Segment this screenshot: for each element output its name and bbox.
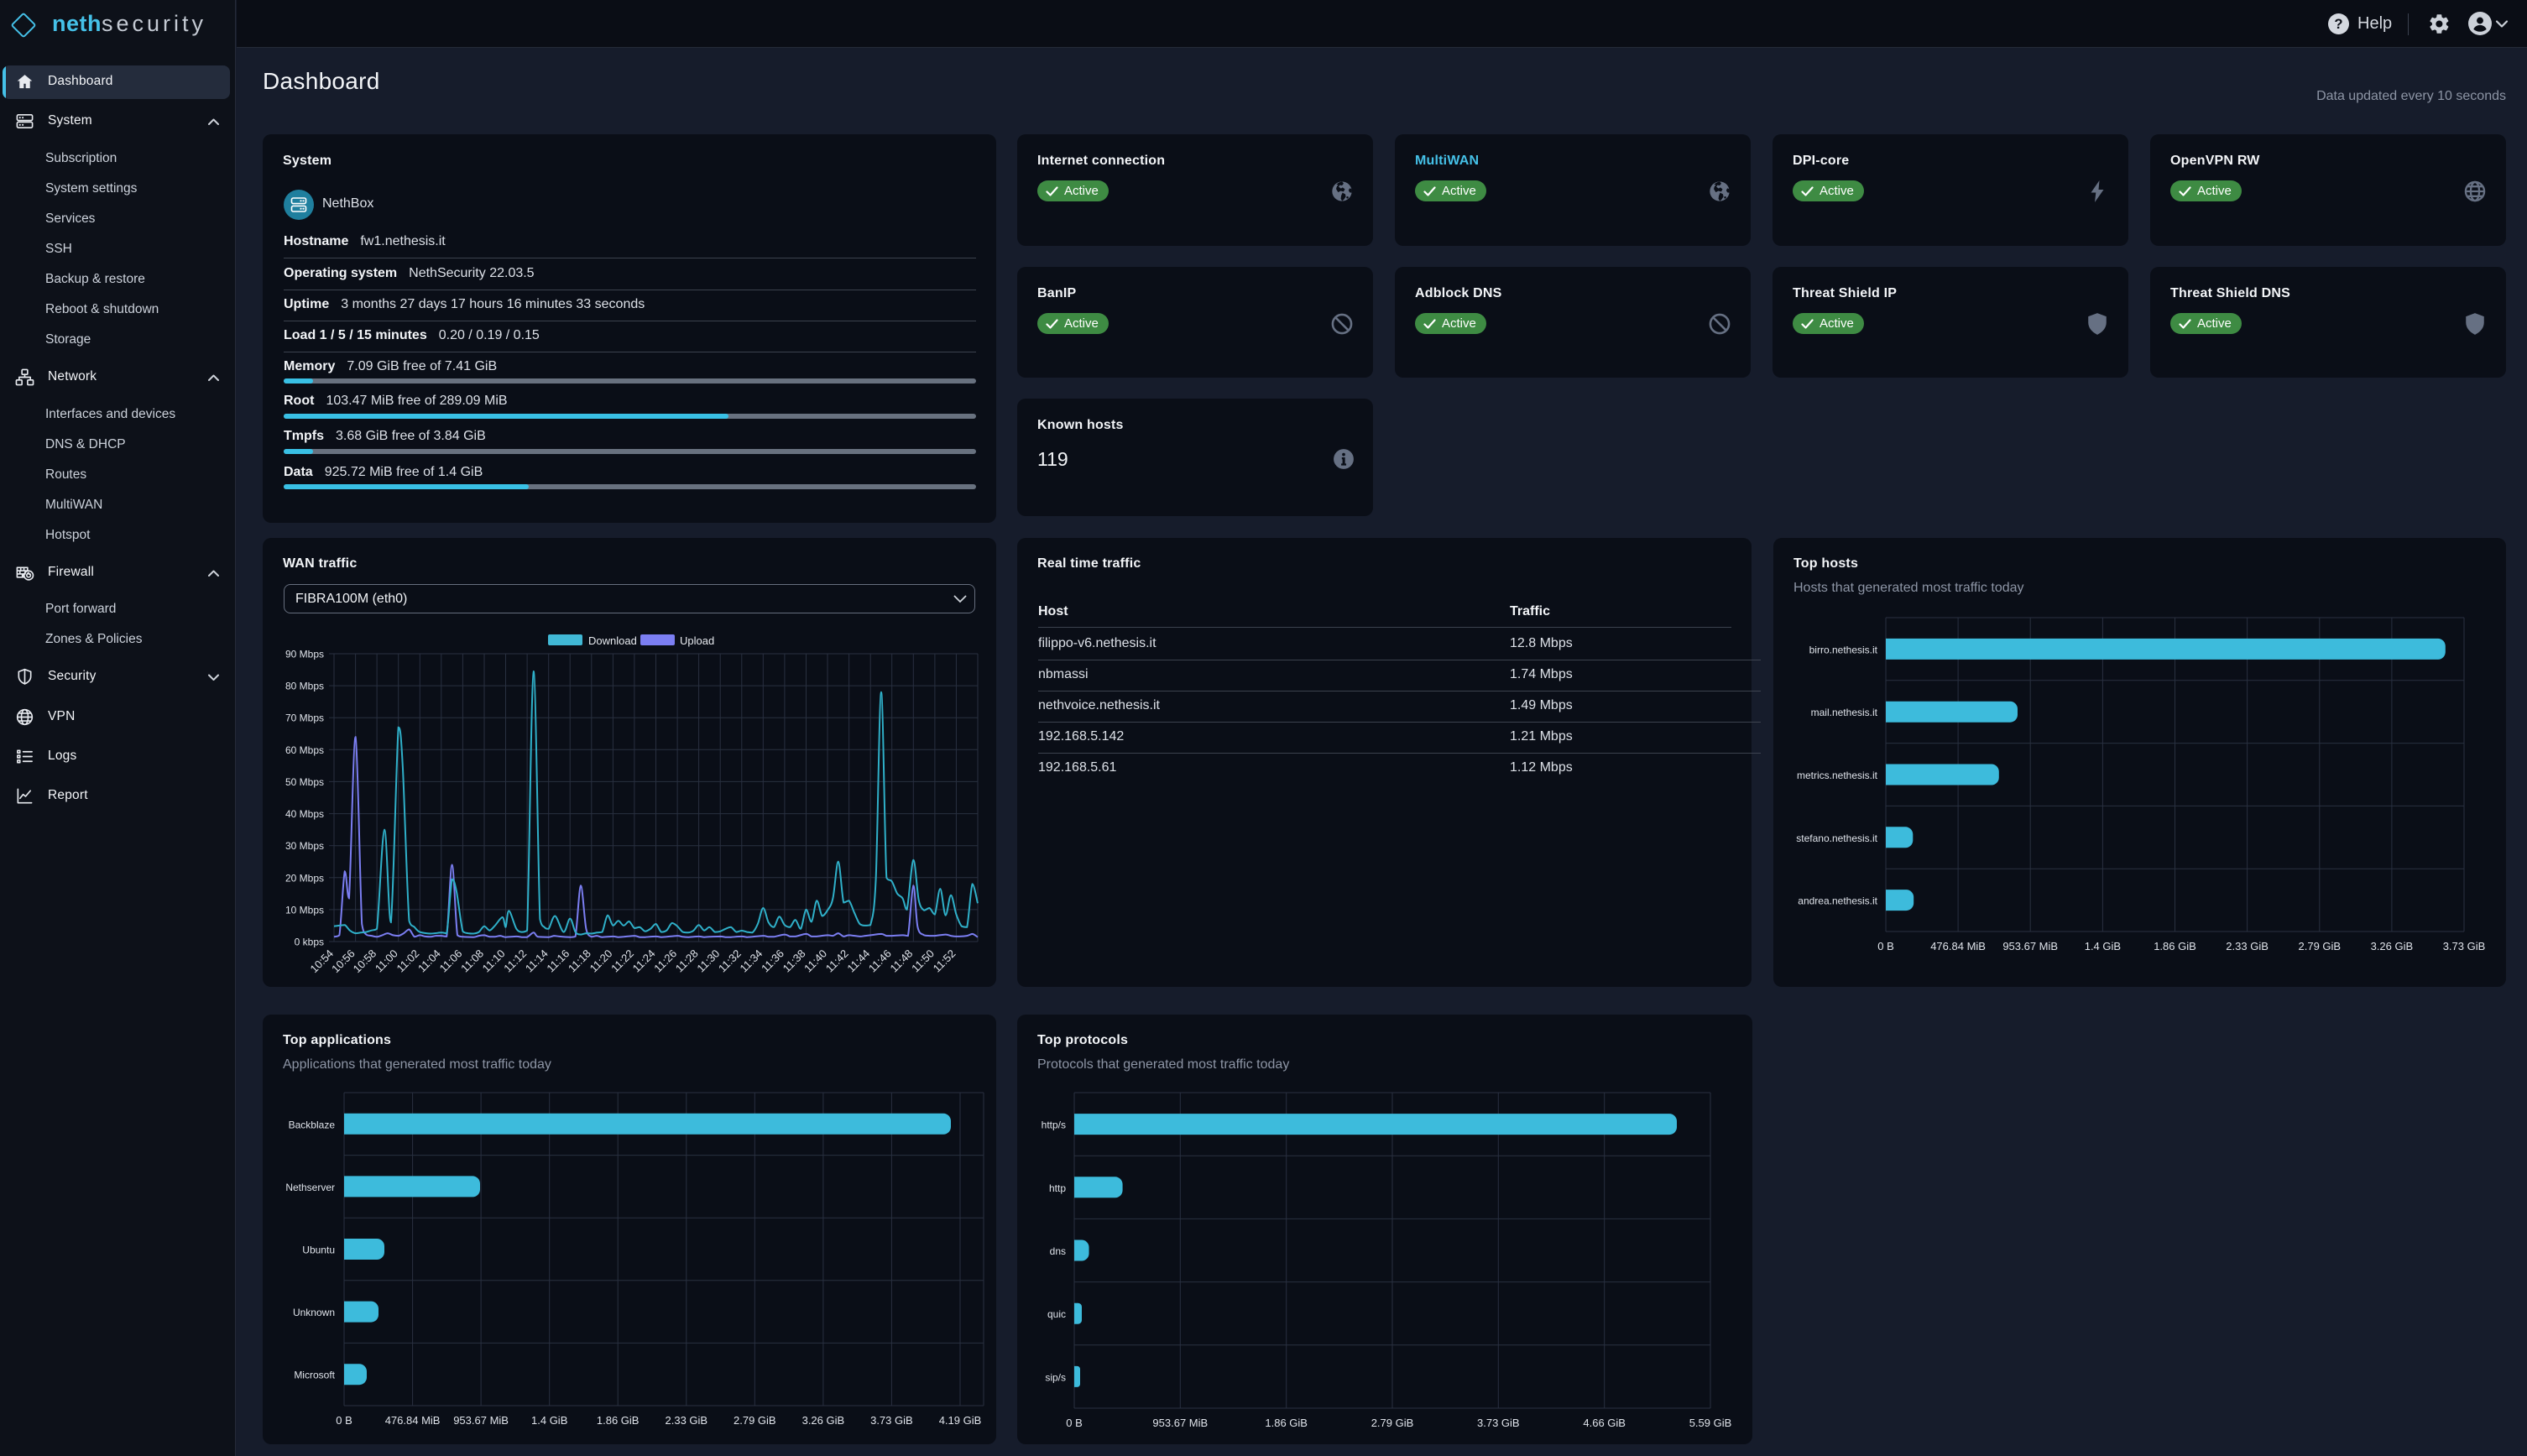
svg-text:quic: quic xyxy=(1047,1308,1066,1320)
svg-text:476.84 MiB: 476.84 MiB xyxy=(1930,940,1986,952)
svg-text:mail.nethesis.it: mail.nethesis.it xyxy=(1811,707,1878,718)
svg-text:?: ? xyxy=(2334,16,2342,32)
svg-text:Backblaze: Backblaze xyxy=(289,1119,336,1130)
svg-text:0 B: 0 B xyxy=(1066,1417,1083,1429)
svg-text:0 B: 0 B xyxy=(1877,940,1894,952)
svg-text:stefano.nethesis.it: stefano.nethesis.it xyxy=(1796,832,1877,844)
svg-text:birro.nethesis.it: birro.nethesis.it xyxy=(1809,644,1878,655)
svg-text:476.84 MiB: 476.84 MiB xyxy=(385,1414,441,1427)
svg-text:dns: dns xyxy=(1050,1245,1066,1257)
svg-text:11:10: 11:10 xyxy=(480,947,508,975)
svg-text:Nethserver: Nethserver xyxy=(285,1182,335,1193)
svg-text:953.67 MiB: 953.67 MiB xyxy=(1152,1417,1208,1429)
svg-text:11:44: 11:44 xyxy=(844,947,872,975)
svg-text:953.67 MiB: 953.67 MiB xyxy=(2002,940,2058,952)
svg-text:Microsoft: Microsoft xyxy=(294,1370,335,1381)
svg-text:11:16: 11:16 xyxy=(544,947,572,975)
svg-text:andrea.nethesis.it: andrea.nethesis.it xyxy=(1798,895,1877,907)
svg-text:11:06: 11:06 xyxy=(437,947,465,975)
svg-text:1.86 GiB: 1.86 GiB xyxy=(2154,940,2196,952)
svg-text:11:04: 11:04 xyxy=(415,947,443,975)
svg-text:11:22: 11:22 xyxy=(608,947,636,975)
svg-text:1.4 GiB: 1.4 GiB xyxy=(531,1414,567,1427)
svg-text:11:32: 11:32 xyxy=(716,947,744,975)
svg-text:11:26: 11:26 xyxy=(651,947,679,975)
svg-text:11:02: 11:02 xyxy=(394,947,421,975)
svg-text:Upload: Upload xyxy=(680,634,714,647)
svg-text:0 B: 0 B xyxy=(336,1414,352,1427)
svg-text:Ubuntu: Ubuntu xyxy=(302,1245,335,1256)
svg-text:80 Mbps: 80 Mbps xyxy=(285,681,324,692)
svg-text:1.86 GiB: 1.86 GiB xyxy=(597,1414,640,1427)
svg-text:11:12: 11:12 xyxy=(501,947,529,975)
svg-text:70 Mbps: 70 Mbps xyxy=(285,712,324,724)
svg-text:4.66 GiB: 4.66 GiB xyxy=(1583,1417,1626,1429)
svg-text:11:24: 11:24 xyxy=(630,947,658,975)
svg-text:metrics.nethesis.it: metrics.nethesis.it xyxy=(1797,770,1878,781)
svg-text:30 Mbps: 30 Mbps xyxy=(285,840,324,852)
svg-text:3.26 GiB: 3.26 GiB xyxy=(802,1414,845,1427)
svg-text:10:56: 10:56 xyxy=(329,947,358,976)
svg-text:1.86 GiB: 1.86 GiB xyxy=(1265,1417,1308,1429)
svg-text:11:52: 11:52 xyxy=(931,947,958,975)
svg-text:953.67 MiB: 953.67 MiB xyxy=(453,1414,509,1427)
svg-text:3.73 GiB: 3.73 GiB xyxy=(1477,1417,1520,1429)
svg-text:Download: Download xyxy=(588,634,637,647)
svg-text:2.79 GiB: 2.79 GiB xyxy=(1371,1417,1414,1429)
svg-text:1.4 GiB: 1.4 GiB xyxy=(2085,940,2121,952)
svg-text:20 Mbps: 20 Mbps xyxy=(285,872,324,884)
svg-text:11:42: 11:42 xyxy=(823,947,851,975)
svg-text:11:34: 11:34 xyxy=(737,947,765,975)
svg-text:11:18: 11:18 xyxy=(566,947,593,975)
svg-text:10:58: 10:58 xyxy=(351,947,379,976)
svg-text:11:28: 11:28 xyxy=(673,947,701,975)
svg-text:11:38: 11:38 xyxy=(781,947,808,975)
svg-text:http: http xyxy=(1049,1182,1066,1194)
svg-text:11:40: 11:40 xyxy=(801,947,829,975)
svg-text:2.79 GiB: 2.79 GiB xyxy=(2299,940,2342,952)
svg-text:5.59 GiB: 5.59 GiB xyxy=(1689,1417,1732,1429)
svg-text:11:00: 11:00 xyxy=(373,947,400,975)
svg-text:60 Mbps: 60 Mbps xyxy=(285,744,324,756)
svg-text:2.33 GiB: 2.33 GiB xyxy=(666,1414,708,1427)
svg-text:2.33 GiB: 2.33 GiB xyxy=(2226,940,2269,952)
svg-text:sip/s: sip/s xyxy=(1045,1371,1066,1383)
svg-text:3.73 GiB: 3.73 GiB xyxy=(2443,940,2486,952)
svg-text:50 Mbps: 50 Mbps xyxy=(285,776,324,788)
svg-text:10 Mbps: 10 Mbps xyxy=(285,904,324,916)
svg-text:3.26 GiB: 3.26 GiB xyxy=(2371,940,2414,952)
svg-text:11:30: 11:30 xyxy=(694,947,722,975)
svg-text:11:14: 11:14 xyxy=(523,947,551,975)
svg-text:0 kbps: 0 kbps xyxy=(295,937,324,948)
svg-text:4.19 GiB: 4.19 GiB xyxy=(939,1414,982,1427)
svg-text:11:08: 11:08 xyxy=(458,947,486,975)
svg-text:11:46: 11:46 xyxy=(866,947,894,975)
svg-text:11:50: 11:50 xyxy=(909,947,937,975)
svg-text:http/s: http/s xyxy=(1042,1119,1066,1131)
svg-text:90 Mbps: 90 Mbps xyxy=(285,649,324,660)
svg-text:40 Mbps: 40 Mbps xyxy=(285,808,324,820)
svg-text:2.79 GiB: 2.79 GiB xyxy=(734,1414,776,1427)
svg-text:11:20: 11:20 xyxy=(587,947,615,975)
svg-text:11:36: 11:36 xyxy=(759,947,786,975)
svg-text:3.73 GiB: 3.73 GiB xyxy=(870,1414,913,1427)
svg-text:11:48: 11:48 xyxy=(887,947,915,975)
svg-text:Unknown: Unknown xyxy=(293,1307,335,1318)
svg-text:10:54: 10:54 xyxy=(308,947,337,976)
